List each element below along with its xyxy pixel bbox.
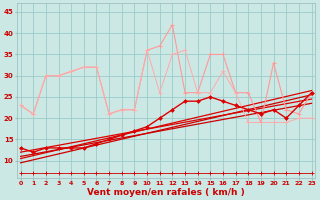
X-axis label: Vent moyen/en rafales ( km/h ): Vent moyen/en rafales ( km/h ) — [87, 188, 245, 197]
